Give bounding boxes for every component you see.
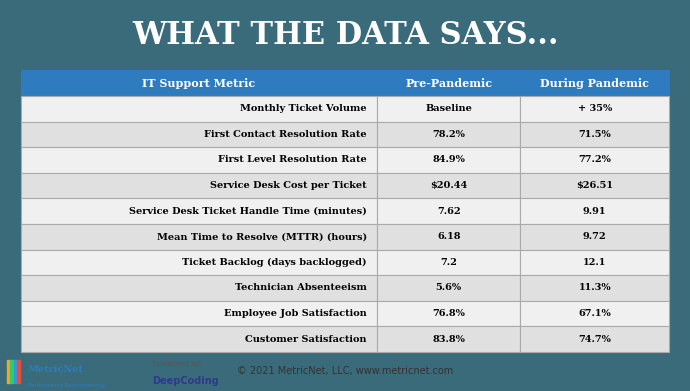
Text: Pre-Pandemic: Pre-Pandemic <box>405 78 493 89</box>
Text: + 35%: + 35% <box>578 104 612 113</box>
Text: 11.3%: 11.3% <box>578 283 611 292</box>
Text: Service Desk Ticket Handle Time (minutes): Service Desk Ticket Handle Time (minutes… <box>129 206 366 216</box>
FancyBboxPatch shape <box>377 198 520 224</box>
Bar <box>7 360 10 383</box>
Text: $26.51: $26.51 <box>576 181 613 190</box>
FancyBboxPatch shape <box>520 70 669 96</box>
Text: 74.7%: 74.7% <box>578 335 611 344</box>
FancyBboxPatch shape <box>21 147 377 173</box>
Text: IT Support Metric: IT Support Metric <box>142 78 256 89</box>
Text: Customer Satisfaction: Customer Satisfaction <box>245 335 366 344</box>
Text: Ticket Backlog (days backlogged): Ticket Backlog (days backlogged) <box>182 258 366 267</box>
Bar <box>14 360 17 383</box>
FancyBboxPatch shape <box>520 198 669 224</box>
Text: 84.9%: 84.9% <box>433 156 465 165</box>
Text: 67.1%: 67.1% <box>578 309 611 318</box>
FancyBboxPatch shape <box>377 249 520 275</box>
Text: DeepCoding: DeepCoding <box>152 376 219 386</box>
FancyBboxPatch shape <box>520 275 669 301</box>
Bar <box>10 360 13 383</box>
Text: 78.2%: 78.2% <box>433 130 465 139</box>
FancyBboxPatch shape <box>21 326 377 352</box>
Text: 9.72: 9.72 <box>583 232 607 241</box>
FancyBboxPatch shape <box>21 198 377 224</box>
Text: Service Desk Cost per Ticket: Service Desk Cost per Ticket <box>210 181 366 190</box>
FancyBboxPatch shape <box>377 147 520 173</box>
FancyBboxPatch shape <box>21 70 377 96</box>
Text: 83.8%: 83.8% <box>433 335 465 344</box>
Text: 6.18: 6.18 <box>437 232 460 241</box>
Text: $20.44: $20.44 <box>430 181 467 190</box>
Text: © 2021 MetricNet, LLC, www.metricnet.com: © 2021 MetricNet, LLC, www.metricnet.com <box>237 366 453 377</box>
Text: 9.91: 9.91 <box>583 206 607 216</box>
FancyBboxPatch shape <box>21 173 377 198</box>
Text: Sponsored by:: Sponsored by: <box>152 361 201 367</box>
Text: 7.2: 7.2 <box>440 258 457 267</box>
FancyBboxPatch shape <box>520 122 669 147</box>
Text: Mean Time to Resolve (MTTR) (hours): Mean Time to Resolve (MTTR) (hours) <box>157 232 366 241</box>
FancyBboxPatch shape <box>21 224 377 249</box>
FancyBboxPatch shape <box>21 301 377 326</box>
FancyBboxPatch shape <box>377 301 520 326</box>
FancyBboxPatch shape <box>520 173 669 198</box>
Text: WHAT THE DATA SAYS...: WHAT THE DATA SAYS... <box>132 20 558 51</box>
FancyBboxPatch shape <box>377 275 520 301</box>
Text: 7.62: 7.62 <box>437 206 461 216</box>
FancyBboxPatch shape <box>377 224 520 249</box>
FancyBboxPatch shape <box>377 122 520 147</box>
FancyBboxPatch shape <box>21 249 377 275</box>
FancyBboxPatch shape <box>520 224 669 249</box>
FancyBboxPatch shape <box>21 122 377 147</box>
FancyBboxPatch shape <box>377 96 520 122</box>
FancyBboxPatch shape <box>520 326 669 352</box>
Text: 77.2%: 77.2% <box>578 156 611 165</box>
FancyBboxPatch shape <box>520 96 669 122</box>
Text: MetricNet: MetricNet <box>28 365 83 374</box>
Text: Baseline: Baseline <box>425 104 472 113</box>
Text: First Level Resolution Rate: First Level Resolution Rate <box>218 156 366 165</box>
Text: Employee Job Satisfaction: Employee Job Satisfaction <box>224 309 366 318</box>
FancyBboxPatch shape <box>520 301 669 326</box>
FancyBboxPatch shape <box>21 275 377 301</box>
Text: Performance Benchmarking: Performance Benchmarking <box>28 383 104 387</box>
Text: Technician Absenteeism: Technician Absenteeism <box>235 283 366 292</box>
Text: Monthly Ticket Volume: Monthly Ticket Volume <box>240 104 366 113</box>
FancyBboxPatch shape <box>377 326 520 352</box>
Text: 12.1: 12.1 <box>583 258 607 267</box>
FancyBboxPatch shape <box>377 70 520 96</box>
FancyBboxPatch shape <box>520 249 669 275</box>
FancyBboxPatch shape <box>377 173 520 198</box>
Text: 5.6%: 5.6% <box>435 283 462 292</box>
FancyBboxPatch shape <box>520 147 669 173</box>
Bar <box>17 360 20 383</box>
Text: 76.8%: 76.8% <box>433 309 465 318</box>
Text: First Contact Resolution Rate: First Contact Resolution Rate <box>204 130 366 139</box>
FancyBboxPatch shape <box>21 96 377 122</box>
Text: During Pandemic: During Pandemic <box>540 78 649 89</box>
Text: 71.5%: 71.5% <box>578 130 611 139</box>
